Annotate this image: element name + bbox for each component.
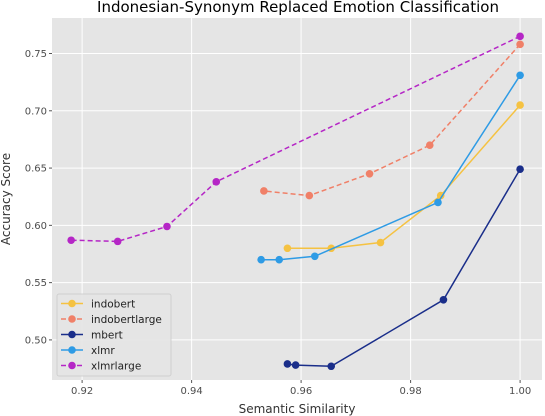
data-point-indobert [376,238,385,247]
series-xlmrlarge [67,32,524,246]
x-tick-label: 0.98 [399,386,421,397]
series-mbert [283,165,524,371]
legend-label: mbert [91,329,123,341]
series-indobert [283,101,524,253]
data-point-xlmr [310,252,319,261]
data-point-mbert [291,361,300,369]
legend-label: indobert [91,298,135,310]
legend-box [56,293,172,377]
data-point-mbert [327,362,336,371]
series-lines [67,32,524,371]
data-point-indobert [516,101,524,109]
data-point-mbert [516,165,524,174]
data-point-xlmr [257,255,265,264]
legend-swatch-marker [68,315,76,323]
data-point-xlmrlarge [516,32,524,41]
legend-swatch-marker [68,346,76,354]
data-point-xlmrlarge [212,178,221,186]
legend-label: xlmrlarge [91,360,141,372]
x-tick-label: 0.92 [71,386,93,397]
data-point-mbert [283,360,292,368]
x-tick-label: 0.94 [180,386,202,397]
data-point-mbert [439,296,448,304]
x-tick-label: 1.00 [509,386,531,397]
data-point-xlmrlarge [67,236,75,245]
data-point-xlmr [434,198,442,207]
series-xlmr [257,71,524,264]
data-point-xlmr [275,255,284,264]
data-point-indobert [436,191,445,200]
y-tick-label: 0.75 [25,49,47,60]
series-indobertlarge [260,40,524,200]
data-point-indobertlarge [516,40,524,49]
legend-swatch-marker [68,361,76,370]
chart-title: Indonesian-Synonym Replaced Emotion Clas… [97,0,499,16]
data-point-indobertlarge [260,187,268,195]
x-tick-label: 0.96 [290,386,312,397]
y-axis-label: Accuracy Score [0,153,13,245]
data-point-xlmrlarge [113,237,122,246]
y-tick-label: 0.65 [25,164,47,175]
legend: indobert indobertlarge mbert xlmr xlmrlarge [56,293,172,377]
data-point-indobertlarge [365,169,374,178]
y-tick-label: 0.70 [25,106,47,117]
data-point-indobert [283,244,292,253]
data-point-indobertlarge [305,191,314,200]
y-tick-label: 0.60 [25,221,47,232]
legend-swatch-marker [68,330,76,339]
data-point-xlmr [516,71,524,80]
legend-label: indobertlarge [91,314,162,326]
legend-swatch-marker [68,299,76,308]
data-point-indobertlarge [425,141,434,149]
x-axis-label: Semantic Similarity [239,402,356,416]
data-point-xlmrlarge [163,222,171,231]
legend-label: xlmr [91,345,115,357]
y-tick-label: 0.55 [25,278,47,289]
tick-labels: 0.92 0.94 0.96 0.98 1.00 0.50 0.55 0.60 0.65 0.70… [25,49,531,397]
y-tick-label: 0.50 [25,335,47,346]
